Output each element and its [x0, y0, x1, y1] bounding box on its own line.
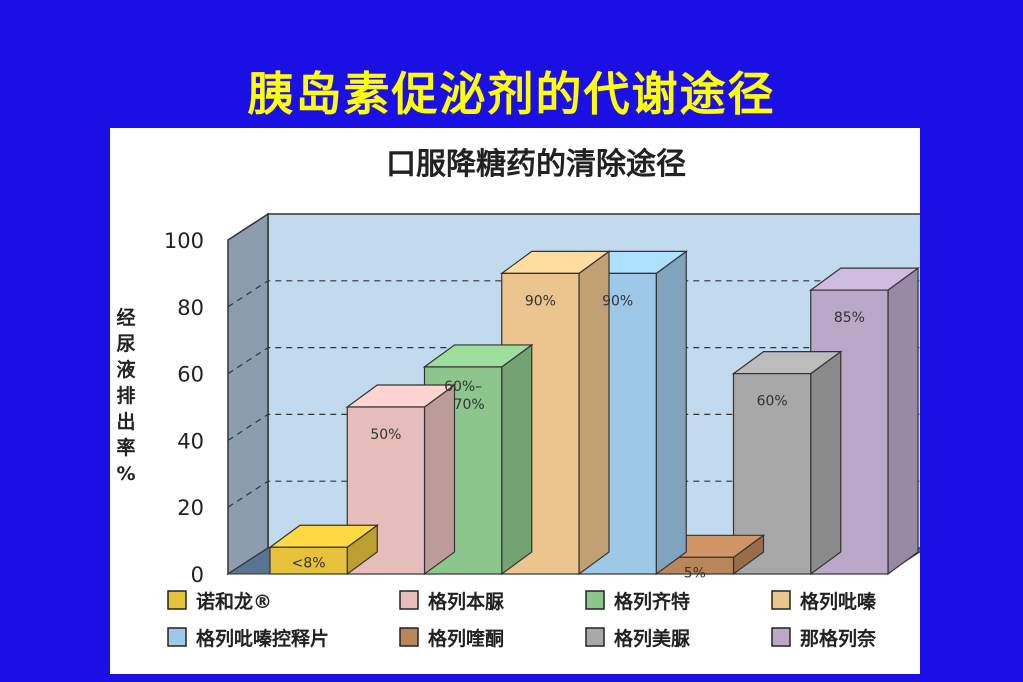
legend-label: 格列本脲: [428, 590, 504, 613]
data-label: <8%: [292, 555, 326, 571]
data-label: 5%: [684, 565, 706, 581]
chart-title: 口服降糖药的清除途径: [386, 147, 686, 182]
svg-text:经: 经: [116, 306, 135, 329]
y-tick-label: 20: [177, 496, 204, 520]
y-tick-label: 60: [177, 363, 204, 387]
data-label: 70%: [454, 397, 485, 413]
gridline: [227, 347, 920, 375]
legend-item: 那格列奈: [771, 627, 877, 650]
svg-text:%: %: [116, 463, 135, 485]
data-label: 90%: [602, 293, 633, 309]
legend-label: 格列吡嗪: [800, 590, 877, 613]
data-label: 50%: [370, 427, 401, 443]
legend-swatch: [399, 627, 419, 647]
legend-label: 那格列奈: [800, 627, 877, 650]
legend-item: 诺和龙®: [167, 590, 272, 613]
legend-item: 格列喹酮: [399, 627, 504, 650]
svg-text:出: 出: [116, 410, 135, 433]
legend-swatch: [585, 627, 605, 647]
legend-label: 格列吡嗪控释片: [196, 627, 329, 650]
svg-text:液: 液: [116, 358, 136, 381]
y-tick-label: 40: [177, 429, 204, 453]
data-label: 90%: [525, 293, 556, 309]
legend-swatch: [399, 590, 419, 610]
svg-text:尿: 尿: [116, 333, 135, 355]
legend-swatch: [771, 590, 791, 610]
bar: [499, 250, 611, 576]
legend-label: 格列美脲: [614, 627, 690, 650]
legend-label: 诺和龙®: [196, 590, 272, 613]
bar: [422, 343, 534, 576]
legend-label: 格列喹酮: [428, 627, 504, 650]
legend-item: 格列本脲: [399, 590, 504, 613]
slide-title: 胰岛素促泌剂的代谢途径: [247, 67, 776, 121]
svg-text:排: 排: [116, 384, 135, 407]
legend-label: 格列齐特: [614, 590, 690, 613]
legend-swatch: [771, 627, 791, 647]
gridline: [227, 413, 920, 441]
gridline: [227, 280, 920, 308]
legend-swatch: [167, 627, 187, 647]
data-label: 60%–: [444, 379, 482, 395]
y-tick-label: 80: [177, 296, 204, 320]
chart-panel: 口服降糖药的清除途径 0 20 40 60 80 100 经尿液排出率% <8% 50% 60…: [110, 128, 920, 674]
svg-text:率: 率: [116, 436, 135, 459]
bar: [268, 524, 380, 576]
gridline: [227, 480, 920, 508]
y-tick-label: 0: [191, 563, 204, 587]
chart-side-wall: [227, 212, 269, 576]
data-label: 60%: [757, 394, 788, 410]
legend-item: 格列齐特: [585, 590, 690, 613]
legend-item: 格列美脲: [585, 627, 690, 650]
y-tick-label: 100: [164, 229, 204, 253]
legend-swatch: [585, 590, 605, 610]
legend-item: 格列吡嗪控释片: [167, 627, 329, 650]
data-label: 85%: [834, 310, 865, 326]
legend-item: 格列吡嗪: [771, 590, 877, 613]
legend-swatch: [167, 590, 187, 610]
